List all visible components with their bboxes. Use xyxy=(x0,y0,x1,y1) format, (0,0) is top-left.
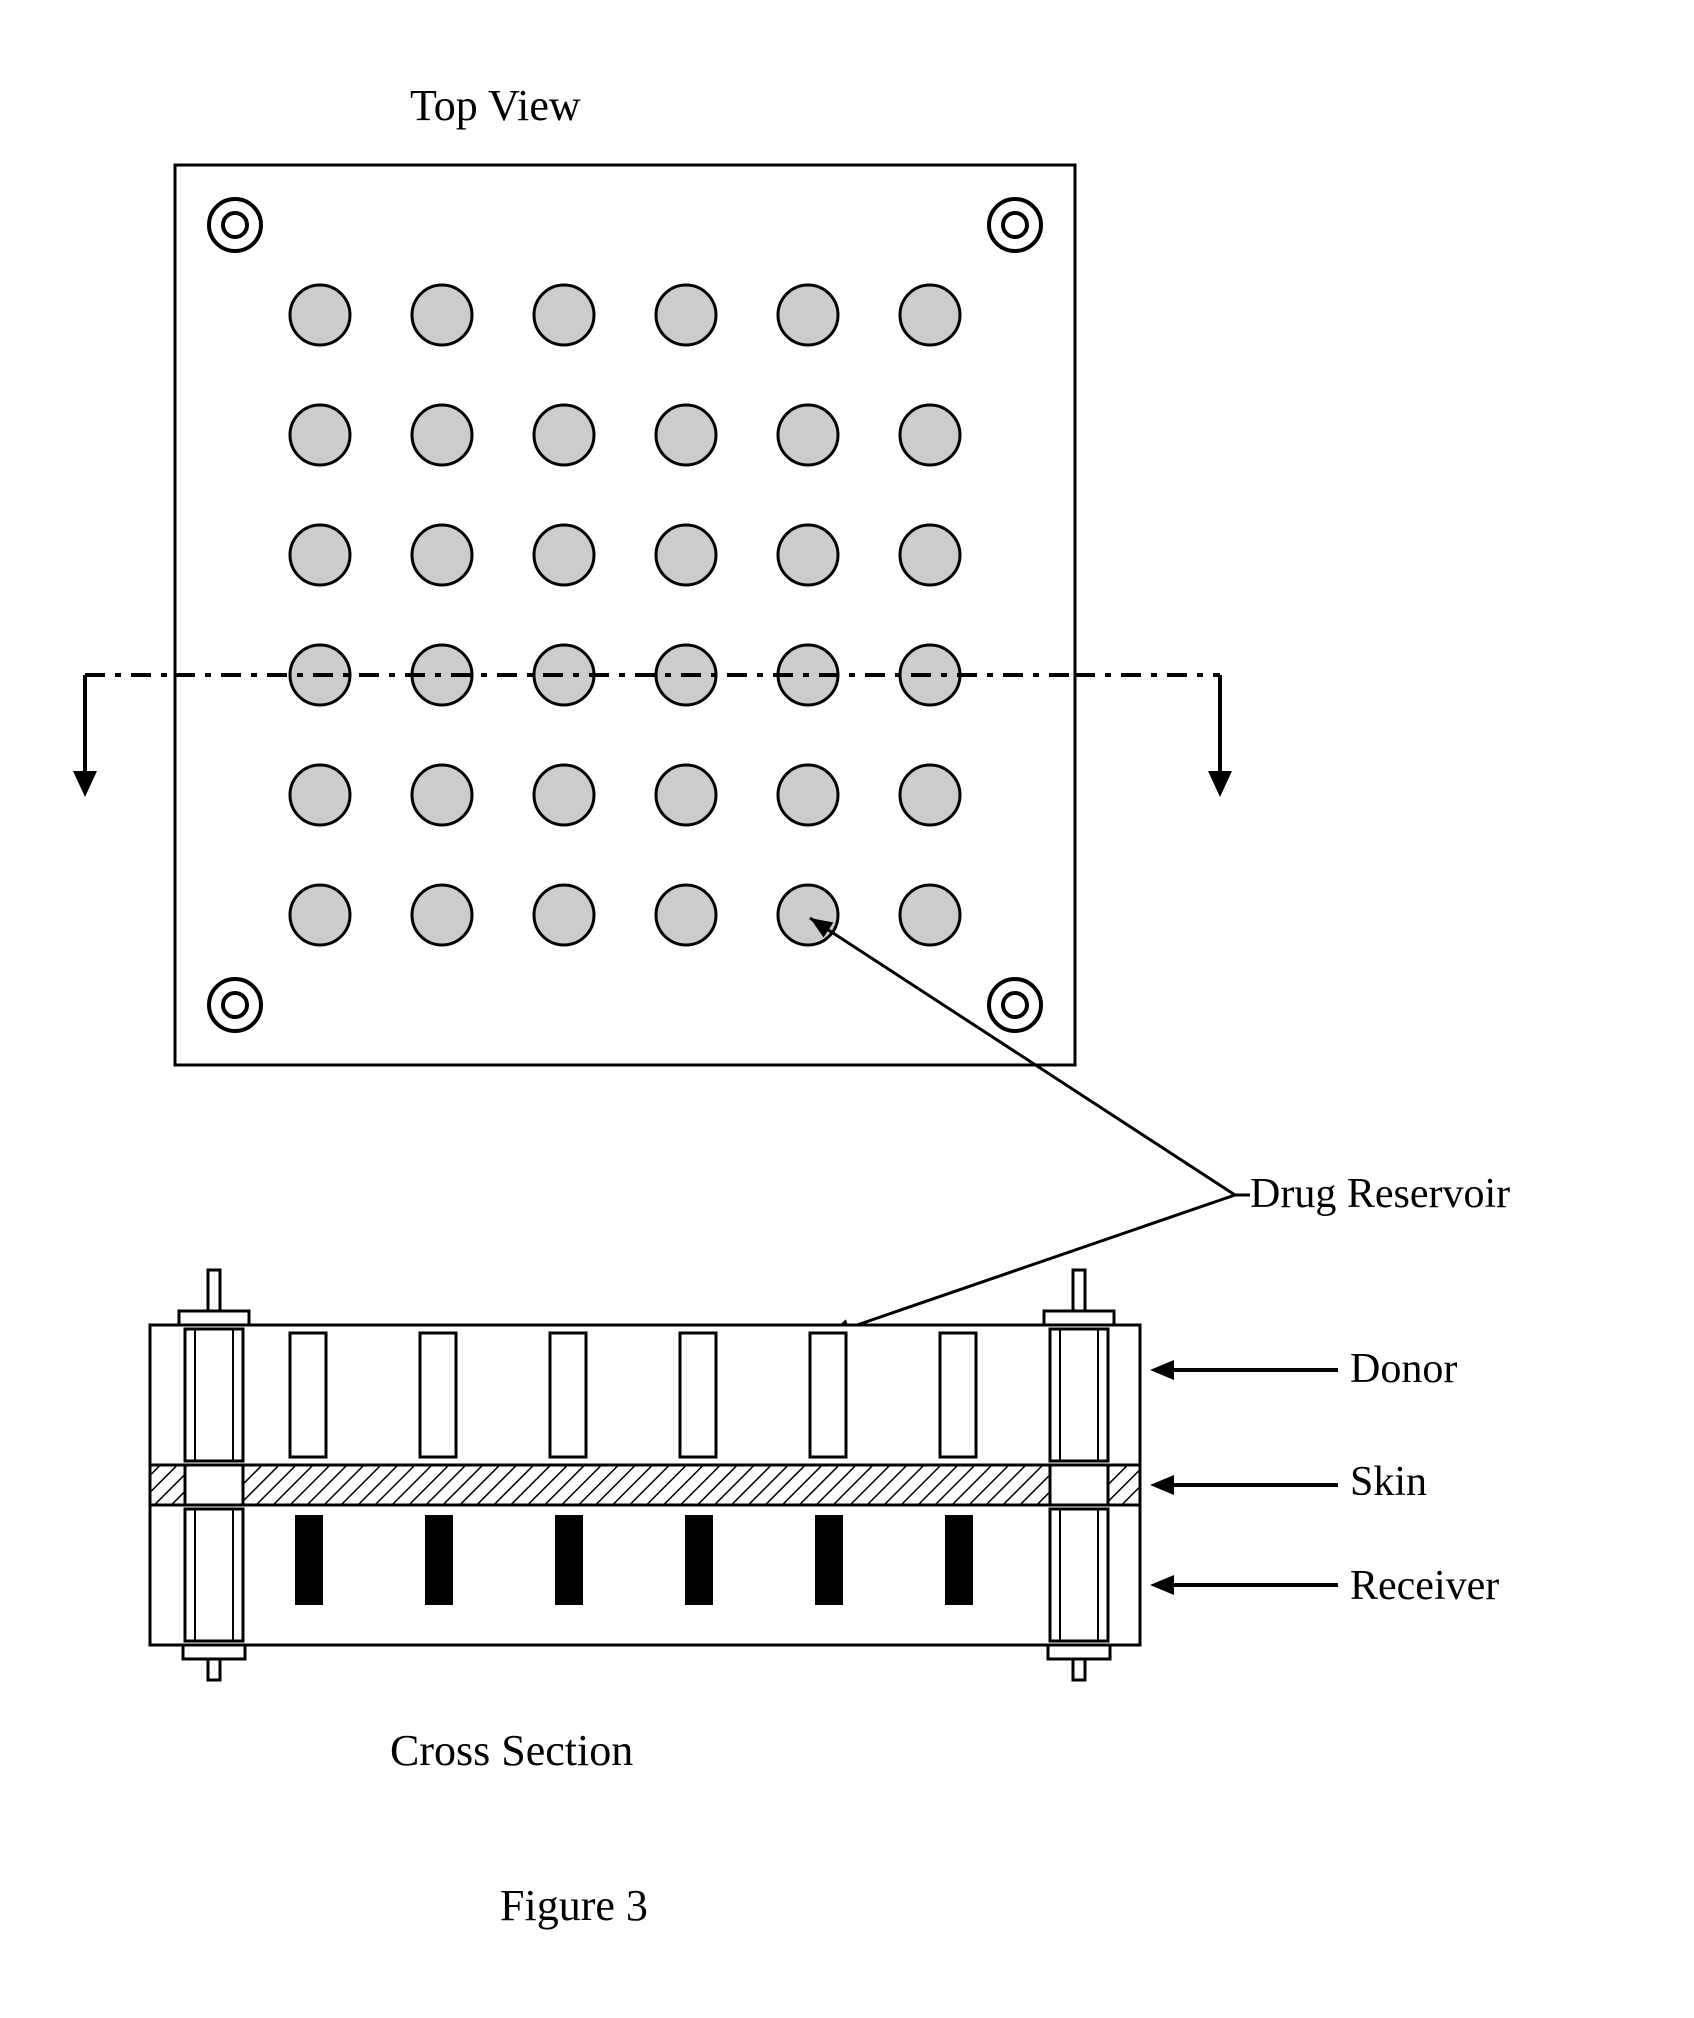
label-arrows xyxy=(1150,1360,1338,1595)
donor-label: Donor xyxy=(1350,1345,1457,1393)
receiver-label: Receiver xyxy=(1350,1562,1499,1610)
figure-page: Top View Drug Reservoir Donor Skin Recei… xyxy=(40,40,1654,1978)
top-plate xyxy=(175,165,1075,1065)
drug-reservoir-label: Drug Reservoir xyxy=(1250,1170,1510,1218)
cross-section-view xyxy=(150,1270,1140,1680)
cross-section-title: Cross Section xyxy=(390,1725,633,1776)
skin-label: Skin xyxy=(1350,1458,1427,1506)
drug-reservoir-callout xyxy=(810,918,1250,1336)
figure-svg xyxy=(40,40,1654,1978)
figure-caption: Figure 3 xyxy=(500,1880,648,1931)
section-cut-line xyxy=(73,675,1232,797)
